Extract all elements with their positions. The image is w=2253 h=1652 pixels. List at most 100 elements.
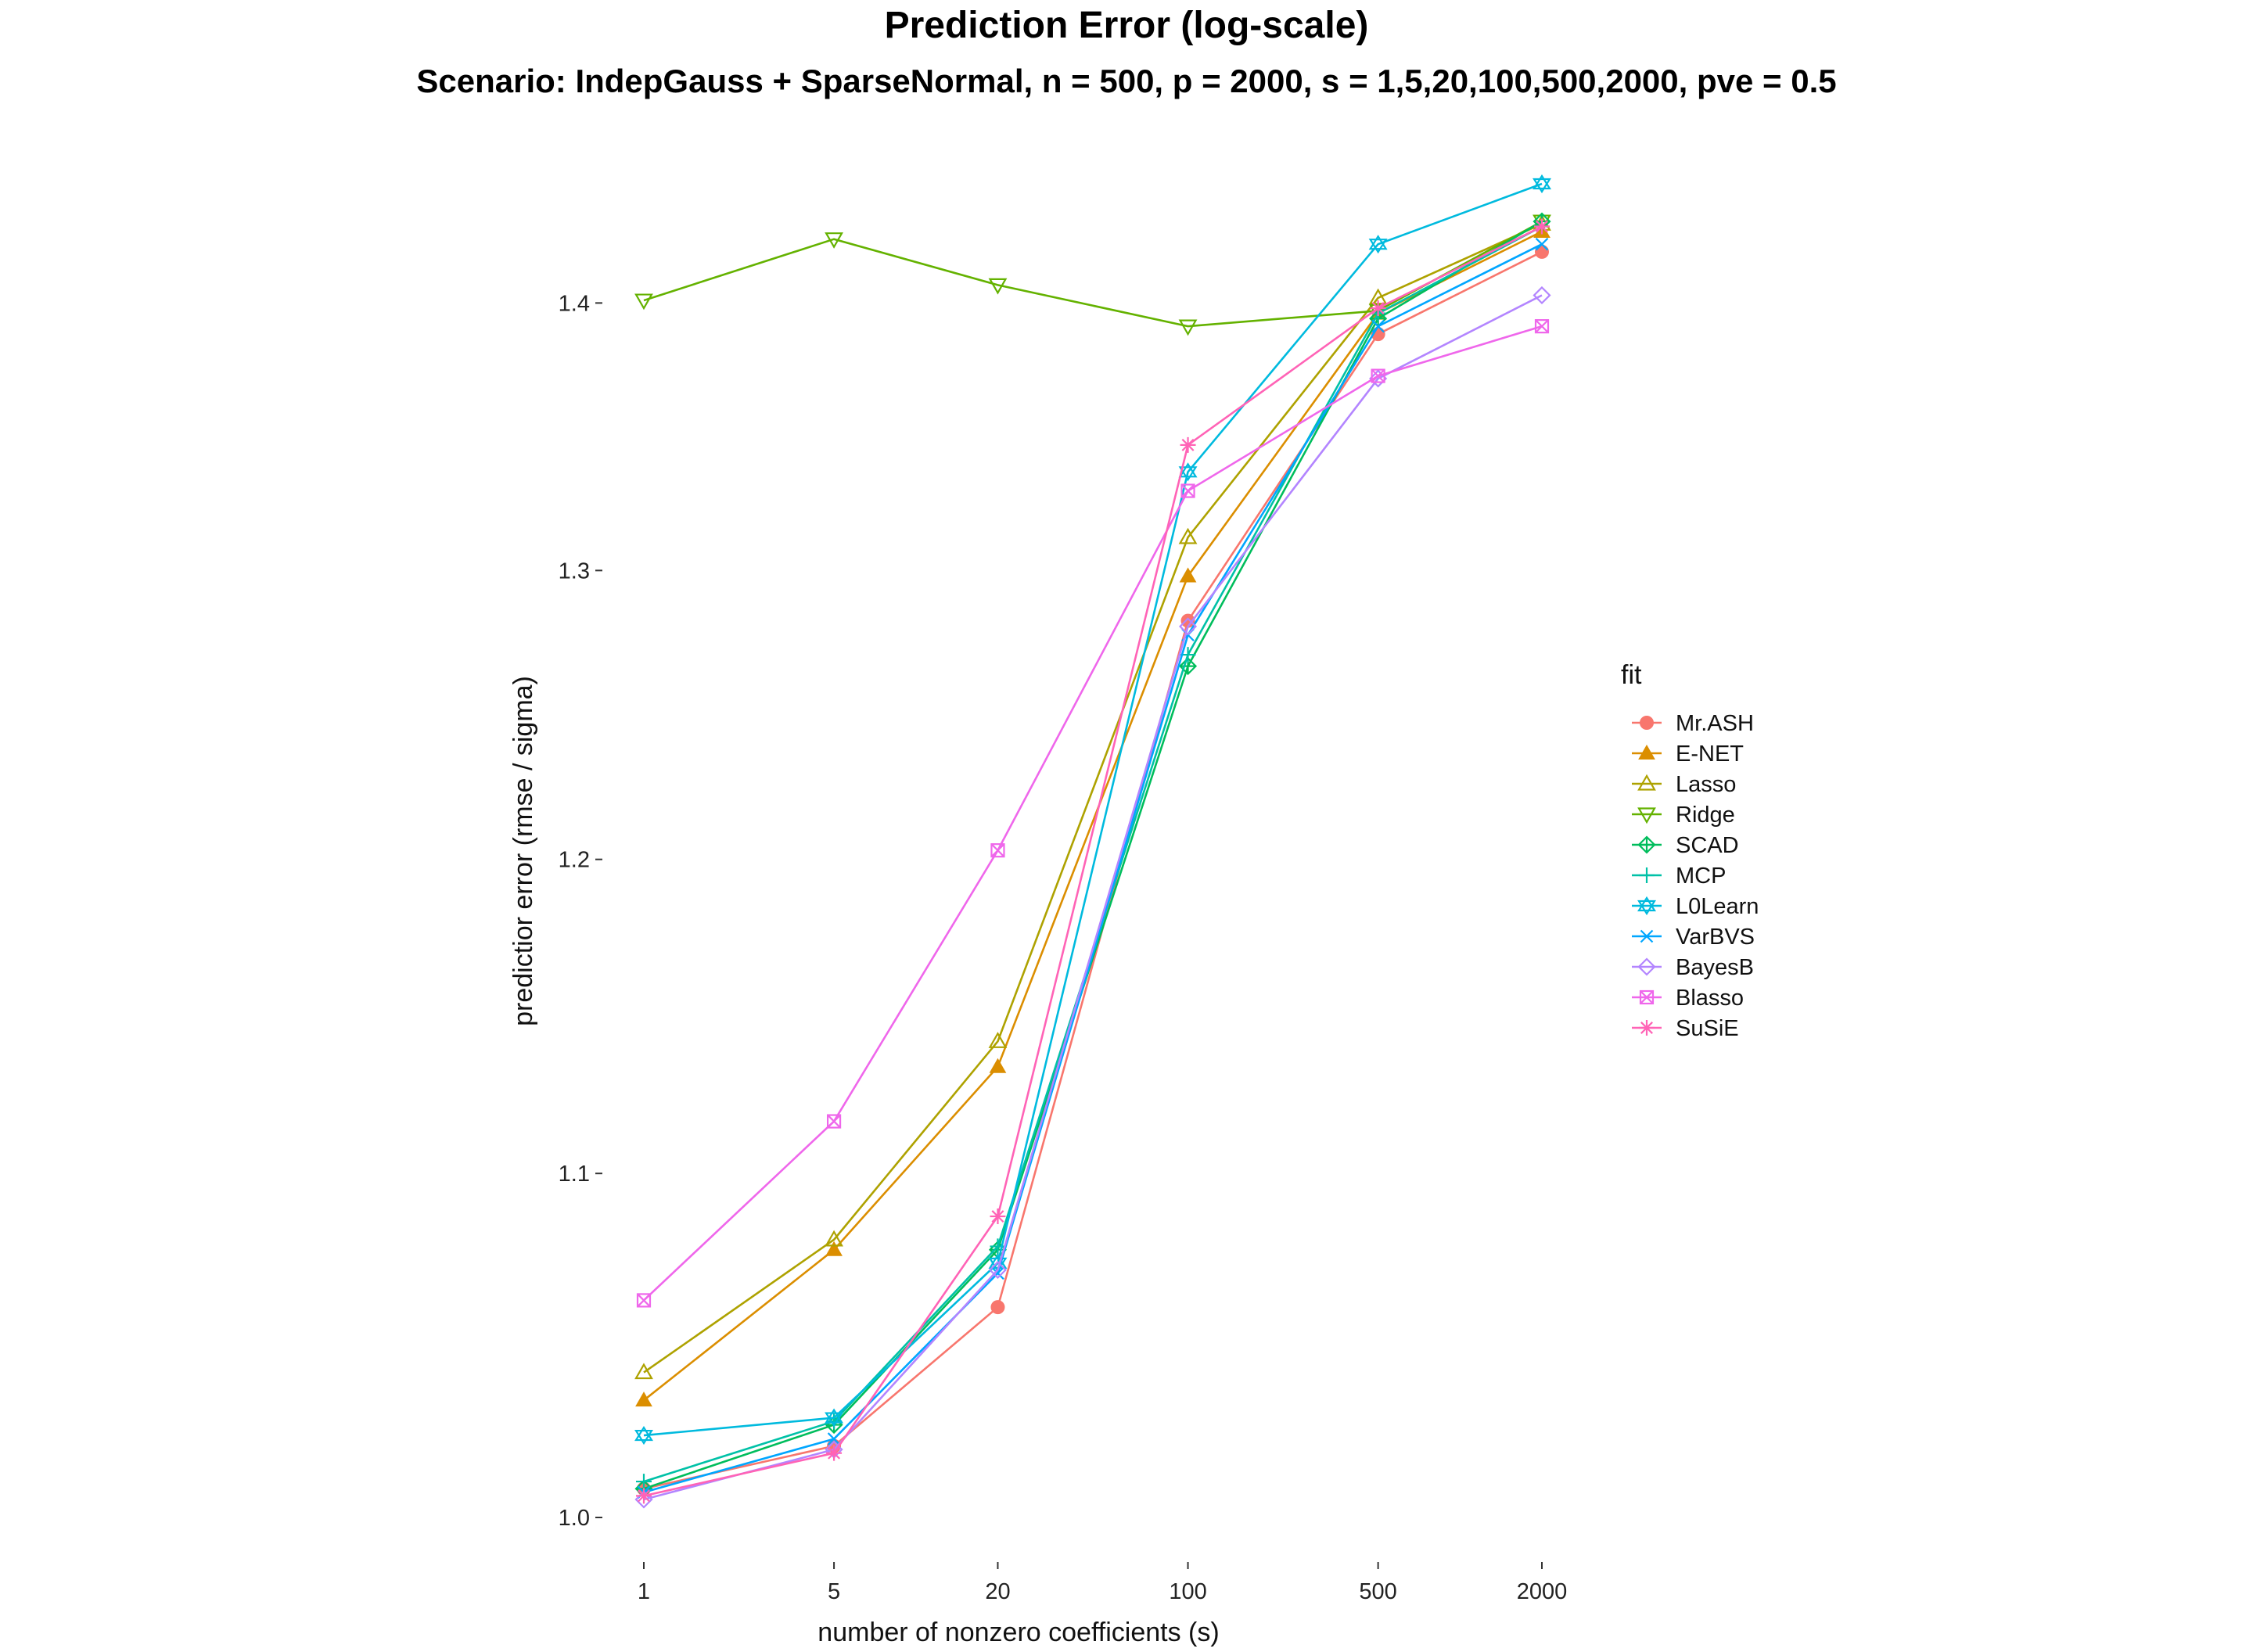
legend-label: VarBVS — [1676, 925, 1755, 950]
y-axis: 1.0 1.1 1.2 1.3 1.4 — [559, 291, 602, 1531]
data-point — [825, 1241, 843, 1256]
data-point — [990, 1208, 1006, 1225]
data-point — [634, 293, 653, 311]
x-axis-title: number of nonzero coefficients (s) — [817, 1618, 1219, 1647]
x-axis: 1 5 20 100 500 2000 — [638, 1562, 1567, 1604]
data-point — [990, 1300, 1005, 1315]
series-line — [643, 220, 1543, 1490]
data-point — [1178, 319, 1198, 336]
data-point — [1533, 286, 1551, 305]
data-point — [825, 232, 843, 249]
data-point — [1371, 368, 1385, 383]
data-point — [634, 1425, 653, 1446]
series-line — [643, 223, 1543, 1374]
legend-item: VarBVS — [1632, 925, 1755, 950]
data-point — [634, 1490, 653, 1509]
data-point — [827, 1432, 841, 1446]
series-susie — [636, 218, 1550, 1504]
series-blasso — [636, 319, 1550, 1308]
x-tick-label: 100 — [1169, 1579, 1206, 1604]
y-tick-label: 1.0 — [559, 1506, 590, 1531]
series-bayesb — [634, 286, 1551, 1509]
chart-subtitle: Scenario: IndepGauss + SparseNormal, n =… — [416, 63, 1836, 99]
data-point — [826, 1445, 843, 1461]
x-tick-label: 2000 — [1517, 1579, 1568, 1604]
legend-item: Ridge — [1632, 803, 1735, 828]
data-point — [1369, 369, 1388, 388]
y-tick-label: 1.3 — [559, 558, 590, 584]
x-tick-label: 20 — [985, 1579, 1010, 1604]
data-point — [988, 278, 1008, 295]
legend-item: BayesB — [1632, 955, 1754, 980]
data-point — [1368, 235, 1388, 254]
legend-label: MCP — [1676, 864, 1726, 889]
legend-item: Lasso — [1632, 772, 1736, 797]
legend-item: Blasso — [1632, 986, 1744, 1011]
series-line — [643, 230, 1543, 1402]
series-line — [643, 294, 1543, 1501]
data-point — [825, 1408, 844, 1428]
data-point — [1533, 174, 1551, 194]
y-tick-label: 1.2 — [559, 848, 590, 873]
data-point — [1534, 319, 1550, 334]
data-point — [989, 1058, 1007, 1073]
plot-area — [634, 174, 1551, 1509]
legend-item: L0Learn — [1632, 894, 1759, 919]
y-tick-label: 1.1 — [559, 1162, 590, 1187]
data-point — [636, 1488, 652, 1504]
data-point — [1180, 483, 1195, 498]
legend-label: E-NET — [1676, 742, 1744, 767]
legend-item: E-NET — [1632, 742, 1744, 767]
data-point — [1178, 617, 1198, 636]
data-point — [1535, 237, 1549, 251]
legend-item: SuSiE — [1632, 1016, 1739, 1041]
series-line — [643, 243, 1543, 1494]
series-line — [643, 250, 1543, 1490]
series-line — [643, 220, 1543, 328]
data-point — [988, 1032, 1008, 1048]
series-e-net — [635, 222, 1551, 1407]
data-point — [1371, 319, 1385, 333]
y-axis-title: predictior error (rmse / sigma) — [508, 676, 538, 1026]
legend-label: Blasso — [1676, 986, 1744, 1011]
data-point — [1179, 567, 1197, 583]
series-l0learn — [634, 174, 1551, 1446]
legend-label: L0Learn — [1676, 894, 1759, 919]
x-tick-label: 1 — [638, 1579, 650, 1604]
data-point — [1178, 527, 1198, 544]
data-point — [1534, 218, 1550, 235]
legend-item: MCP — [1632, 864, 1726, 889]
data-point — [636, 1474, 652, 1490]
legend-item: Mr.ASH — [1632, 711, 1754, 736]
data-point — [826, 1114, 842, 1129]
x-tick-label: 500 — [1359, 1579, 1396, 1604]
series-line — [643, 325, 1543, 1302]
data-point — [1180, 436, 1196, 453]
legend-label: Lasso — [1676, 772, 1736, 797]
data-point — [634, 1363, 653, 1380]
series-scad — [634, 212, 1551, 1498]
legend-title: fit — [1621, 660, 1642, 690]
data-point — [636, 1293, 652, 1308]
x-tick-label: 5 — [828, 1579, 840, 1604]
data-point — [990, 1238, 1006, 1255]
legend-label: Ridge — [1676, 803, 1735, 828]
data-point — [1178, 462, 1198, 482]
series-line — [643, 225, 1543, 1497]
data-point — [825, 1230, 843, 1247]
series-line — [643, 182, 1543, 1437]
legend-label: SuSiE — [1676, 1016, 1739, 1041]
data-point — [635, 1392, 652, 1407]
y-tick-label: 1.4 — [559, 291, 590, 316]
legend: fit Mr.ASH E-NET Lasso Ridge SCAD MCP L0Learn V… — [1621, 660, 1759, 1041]
legend-label: SCAD — [1676, 833, 1739, 858]
data-point — [1370, 300, 1386, 316]
legend-label: Mr.ASH — [1676, 711, 1754, 736]
legend-label: BayesB — [1676, 955, 1754, 980]
legend-item: SCAD — [1632, 833, 1739, 858]
series-lasso — [634, 214, 1551, 1380]
data-point — [990, 843, 1005, 858]
data-point — [988, 1260, 1008, 1280]
chart-title: Prediction Error (log-scale) — [885, 5, 1369, 46]
